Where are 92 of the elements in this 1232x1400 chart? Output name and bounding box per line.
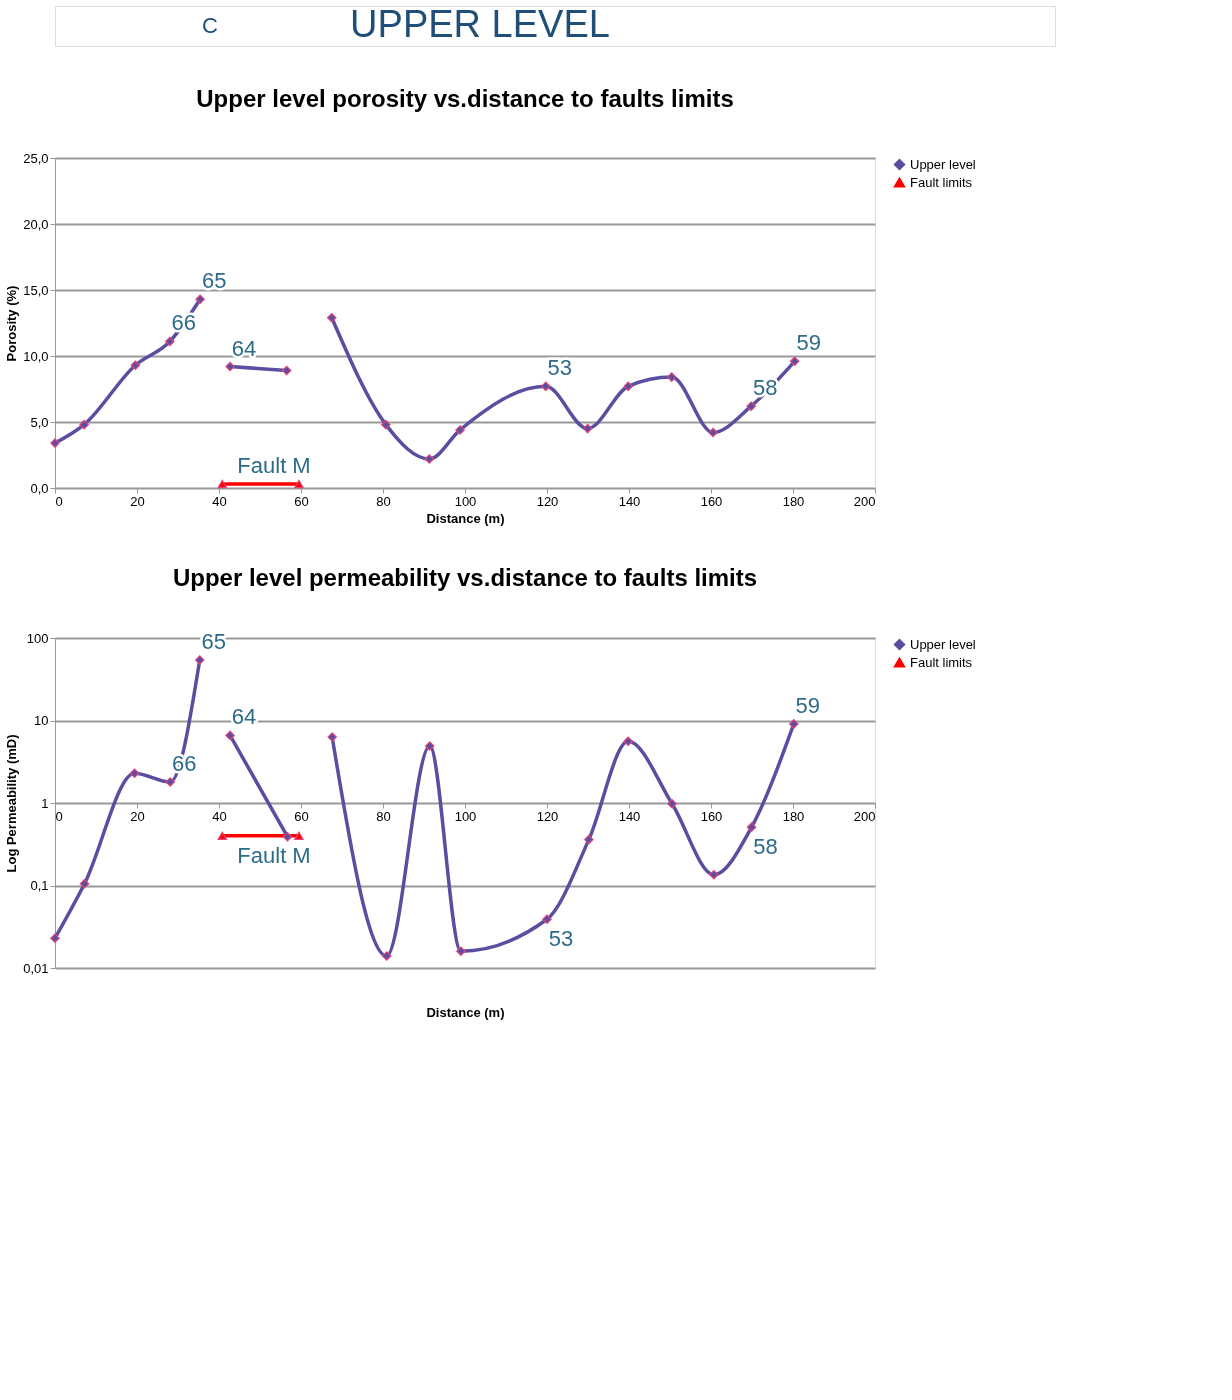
point [129, 768, 140, 778]
point [623, 736, 633, 747]
y-tick-label: 5,0 [30, 414, 49, 430]
point [666, 372, 677, 382]
point [165, 336, 175, 347]
y-tick-label: 10 [34, 713, 49, 728]
y-tick-label: 20,0 [23, 216, 49, 232]
point [195, 294, 205, 305]
point [79, 878, 90, 889]
x-tick-label: 180 [782, 493, 805, 509]
y-axis-title: Porosity (%) [4, 285, 20, 362]
text: C [202, 13, 219, 38]
x-tick-label: 100 [454, 493, 477, 509]
point [540, 381, 551, 392]
y-tick-label: 0,01 [23, 960, 49, 976]
point [194, 655, 205, 665]
x-tick-label: 160 [700, 808, 723, 824]
x-tick-label: 20 [130, 808, 145, 824]
point [708, 427, 718, 438]
annotation: Fault M [237, 842, 311, 868]
annotation: 53 [548, 926, 574, 952]
x-tick-label: 60 [294, 808, 309, 824]
text: UPPER LEVEL [350, 3, 610, 45]
point [165, 777, 175, 787]
annotation: 53 [547, 355, 573, 381]
annotation: Fault M [237, 453, 311, 479]
point [326, 312, 337, 323]
annotation: 64 [231, 335, 257, 361]
point [455, 425, 465, 435]
point [424, 454, 435, 464]
point [424, 741, 435, 751]
point [50, 438, 60, 448]
y-tick-label: 100 [26, 630, 49, 646]
x-tick-label: 200 [853, 493, 876, 509]
x-tick-label: 180 [782, 808, 805, 824]
legend-label: Upper level [910, 156, 976, 172]
x-tick-label: 60 [294, 493, 309, 509]
annotation: 64 [231, 704, 257, 730]
point [327, 732, 337, 742]
annotation: 65 [201, 268, 227, 294]
x-tick-label: 160 [700, 493, 723, 509]
annotation: 65 [201, 629, 226, 655]
point [381, 419, 391, 430]
x-tick-label: 40 [212, 493, 227, 509]
point [746, 401, 756, 411]
x-tick-label: 0 [55, 808, 63, 824]
point [542, 914, 552, 925]
point [381, 951, 392, 961]
point [79, 419, 89, 430]
annotation: 58 [753, 834, 778, 860]
legend-label: Upper level [910, 636, 976, 652]
x-axis-title: Distance (m) [426, 1004, 505, 1020]
point [789, 356, 800, 367]
x-tick-label: 100 [454, 808, 477, 824]
x-tick-label: 200 [853, 808, 876, 824]
point [50, 933, 60, 943]
y-tick-label: 15,0 [23, 282, 49, 298]
point [709, 869, 719, 880]
x-tick-label: 20 [130, 493, 145, 509]
x-tick-label: 120 [536, 493, 559, 509]
point [225, 361, 235, 372]
point [130, 360, 141, 371]
point [281, 365, 292, 376]
point [584, 834, 594, 845]
chart-title: Upper level porosity vs.distance to faults limits [196, 85, 734, 112]
chart-title: Upper level permeability vs.distance to faults limits [172, 564, 758, 592]
annotation: 59 [795, 692, 821, 718]
point [667, 798, 677, 809]
x-tick-label: 80 [376, 808, 391, 824]
point [746, 822, 757, 832]
y-tick-label: 25,0 [23, 150, 49, 166]
x-tick-label: 40 [212, 808, 227, 824]
x-tick-label: 140 [618, 493, 641, 509]
point [456, 946, 466, 956]
x-tick-label: 120 [536, 808, 559, 824]
x-tick-label: 140 [618, 808, 641, 824]
point [623, 381, 633, 392]
point [282, 831, 293, 842]
x-tick-label: 0 [55, 493, 63, 509]
y-axis-title: Log Permeability (mD) [4, 734, 20, 873]
x-tick-label: 80 [376, 493, 391, 509]
annotation: 59 [796, 330, 821, 356]
point [225, 730, 235, 741]
y-tick-label: 1 [41, 795, 49, 811]
y-tick-label: 0,1 [30, 878, 49, 893]
y-tick-label: 10,0 [23, 348, 49, 364]
legend-label: Fault limits [910, 174, 973, 190]
point [582, 423, 593, 434]
point [789, 719, 799, 729]
x-axis-title: Distance (m) [426, 510, 505, 526]
y-tick-label: 0,0 [30, 480, 49, 496]
legend-label: Fault limits [910, 654, 973, 670]
